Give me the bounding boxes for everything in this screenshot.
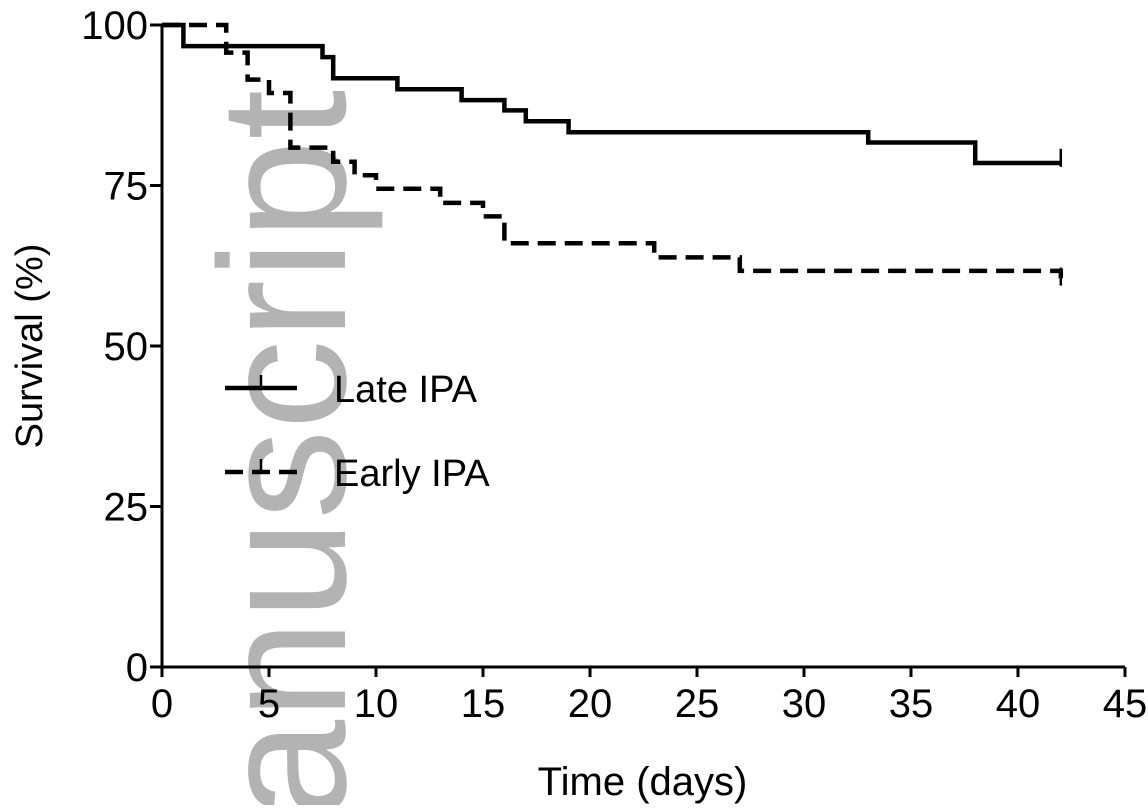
x-tick-label: 0 (151, 682, 173, 726)
y-tick-label: 50 (104, 325, 149, 369)
x-tick-label: 5 (258, 682, 280, 726)
axes: 0 5 10 15 20 25 30 35 40 45 0 25 50 75 100 (81, 4, 1147, 726)
y-axis-label: Survival (%) (9, 244, 51, 449)
x-tick-label: 20 (568, 682, 613, 726)
series-line-late-ipa (162, 22, 1061, 166)
legend-label: Early IPA (334, 453, 490, 495)
x-tick-label: 25 (675, 682, 720, 726)
x-tick-label: 30 (782, 682, 827, 726)
x-axis-label: Time (days) (538, 760, 748, 804)
x-tick-label: 35 (889, 682, 934, 726)
x-tick-label: 45 (1103, 682, 1148, 726)
y-tick-label: 100 (81, 4, 148, 48)
x-tick-label: 15 (461, 682, 506, 726)
series-line-early-ipa (162, 22, 1064, 285)
y-tick-label: 25 (104, 486, 149, 530)
legend: Late IPA Early IPA (225, 369, 490, 495)
y-tick-label: 75 (104, 165, 149, 209)
watermark-text: anuscript (183, 90, 384, 805)
series-layer (162, 22, 1064, 286)
legend-label: Late IPA (334, 369, 478, 411)
x-tick-label: 10 (354, 682, 399, 726)
x-tick-label: 40 (996, 682, 1041, 726)
y-tick-label: 0 (126, 646, 148, 690)
